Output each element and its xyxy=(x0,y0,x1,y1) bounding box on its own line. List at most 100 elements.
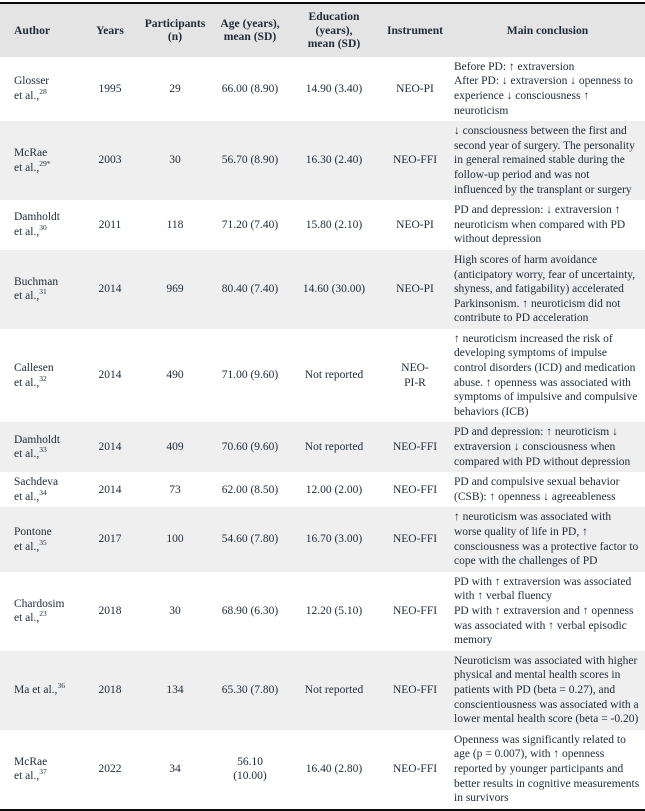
participants-cell: 969 xyxy=(166,283,184,296)
age-cell: 66.00 (8.90) xyxy=(221,82,279,95)
author-cell: McRae et al.,37 xyxy=(0,730,82,810)
years-cell: 2014 xyxy=(98,483,122,496)
table-row: Sachdeva et al.,34 2014 73 62.00 (8.50) 12.0… xyxy=(0,472,645,507)
instrument-cell: NEO-PI xyxy=(396,82,434,95)
education-cell: 12.00 (2.00) xyxy=(305,483,363,496)
author-cell: Ma et al.,36 xyxy=(0,651,82,730)
education-cell: 16.70 (3.00) xyxy=(305,533,363,546)
author-name: Chardosim et al., xyxy=(14,597,65,625)
instrument-cell: NEO-FFI xyxy=(392,762,438,775)
education-cell: Not reported xyxy=(304,441,364,454)
reference-superscript: 35 xyxy=(39,537,47,547)
main-conclusion-cell: Openness was significantly related to ag… xyxy=(454,733,640,805)
participants-cell: 30 xyxy=(169,604,181,617)
instrument-cell: NEO- PI-R xyxy=(401,362,429,389)
participants-cell: 118 xyxy=(166,218,184,231)
years-cell: 2003 xyxy=(98,154,122,167)
participants-cell: 409 xyxy=(166,441,184,454)
author-cell: Pontone et al.,35 xyxy=(0,507,82,571)
instrument-cell: NEO-PI xyxy=(396,283,434,296)
instrument-cell: NEO-FFI xyxy=(392,483,438,496)
education-cell: 12.20 (5.10) xyxy=(305,604,363,617)
table-header-row: Author Years Participants (n) Age (years… xyxy=(0,3,645,57)
instrument-cell: NEO-FFI xyxy=(392,533,438,546)
participants-cell: 134 xyxy=(166,683,184,696)
age-cell: 80.40 (7.40) xyxy=(221,283,279,296)
years-cell: 2014 xyxy=(98,441,122,454)
reference-superscript: 23 xyxy=(39,609,47,619)
author-name: McRae et al., xyxy=(14,147,48,174)
main-conclusion-cell: PD and depression: ↓ extraversion ↑ neur… xyxy=(454,204,626,246)
education-cell: Not reported xyxy=(304,683,364,696)
participants-cell: 34 xyxy=(169,762,181,775)
main-conclusion-cell: ↓ consciousness between the first and se… xyxy=(454,125,635,196)
author-name: Pontone et al., xyxy=(14,526,52,553)
reference-superscript: 33 xyxy=(39,445,47,455)
table-row: Callesen et al.,32 2014 490 71.00 (9.60) Not… xyxy=(0,329,645,423)
instrument-cell: NEO-FFI xyxy=(392,683,438,696)
table-row: Chardosim et al.,23 2018 30 68.90 (6.30) 12.… xyxy=(0,572,645,651)
author-cell: Damholdt et al.,30 xyxy=(0,200,82,250)
reference-superscript: 31 xyxy=(39,287,47,297)
participants-cell: 100 xyxy=(166,533,184,546)
table-row: McRae et al.,37 2022 34 56.10 (10.00) 16.40 … xyxy=(0,730,645,810)
years-cell: 2018 xyxy=(98,683,122,696)
education-cell: 15.80 (2.10) xyxy=(305,218,363,231)
author-cell: Buchman et al.,31 xyxy=(0,250,82,329)
author-name: Damholdt et al., xyxy=(14,433,60,461)
author-name: Buchman et al., xyxy=(14,275,59,303)
column-header-participants: Participants (n) xyxy=(144,16,206,44)
age-cell: 62.00 (8.50) xyxy=(221,483,279,496)
years-cell: 2022 xyxy=(98,762,122,775)
age-cell: 56.10 (10.00) xyxy=(233,755,267,783)
age-cell: 68.90 (6.30) xyxy=(221,604,279,617)
reference-superscript: 37 xyxy=(39,767,47,777)
author-cell: Glosser et al.,28 xyxy=(0,57,82,121)
years-cell: 2014 xyxy=(98,283,122,296)
reference-superscript: 28 xyxy=(39,87,47,97)
reference-superscript: 30 xyxy=(39,223,47,233)
age-cell: 71.20 (7.40) xyxy=(221,218,279,231)
reference-superscript: 29* xyxy=(39,158,51,168)
column-header-years: Years xyxy=(96,23,124,37)
age-cell: 71.00 (9.60) xyxy=(221,369,279,382)
column-header-author: Author xyxy=(14,23,51,37)
author-name: Damholdt et al., xyxy=(14,211,60,239)
column-header-age: Age (years), mean (SD) xyxy=(220,16,280,44)
main-conclusion-cell: Neuroticism was associated with higher p… xyxy=(454,654,639,726)
author-cell: Damholdt et al.,33 xyxy=(0,422,82,472)
author-name: McRae et al., xyxy=(14,755,48,783)
years-cell: 2014 xyxy=(98,369,122,382)
main-conclusion-cell: PD and compulsive sexual behavior (CSB):… xyxy=(454,476,620,503)
participants-cell: 29 xyxy=(169,82,181,95)
table-row: Buchman et al.,31 2014 969 80.40 (7.40) 14.6… xyxy=(0,249,645,329)
participants-cell: 490 xyxy=(166,369,184,382)
participants-cell: 73 xyxy=(169,483,181,496)
years-cell: 2011 xyxy=(98,218,122,231)
education-cell: 14.90 (3.40) xyxy=(305,82,363,95)
reference-superscript: 34 xyxy=(39,487,47,497)
author-name: Glosser et al., xyxy=(14,75,50,102)
author-name: Ma et al., xyxy=(14,683,58,696)
main-conclusion-cell: ↑ neuroticism increased the risk of deve… xyxy=(454,332,638,418)
column-header-education: Education (years), mean (SD) xyxy=(307,10,361,51)
table-row: Damholdt et al.,33 2014 409 70.60 (9.60) Not… xyxy=(0,422,645,473)
main-conclusion-cell: High scores of harm avoidance (anticipat… xyxy=(454,253,636,325)
author-name: Sachdeva et al., xyxy=(14,476,59,503)
years-cell: 2017 xyxy=(98,533,122,546)
education-cell: 16.40 (2.80) xyxy=(305,762,363,775)
author-cell: McRae et al.,29* xyxy=(0,121,82,200)
reference-superscript: 36 xyxy=(57,681,65,691)
years-cell: 2018 xyxy=(98,604,122,617)
table-row: McRae et al.,29* 2003 30 56.70 (8.90) 16.30 … xyxy=(0,121,645,201)
participants-cell: 30 xyxy=(169,154,181,167)
education-cell: Not reported xyxy=(304,369,364,382)
author-cell: Sachdeva et al.,34 xyxy=(0,472,82,507)
table-row: Pontone et al.,35 2017 100 54.60 (7.80) 16.7… xyxy=(0,507,645,572)
column-header-instrument: Instrument xyxy=(386,23,444,37)
column-header-main-conclusion: Main conclusion xyxy=(506,23,589,37)
years-cell: 1995 xyxy=(98,82,122,95)
education-cell: 14.60 (30.00) xyxy=(302,283,366,296)
table-row: Ma et al.,36 2018 134 65.30 (7.80) Not repor… xyxy=(0,650,645,730)
